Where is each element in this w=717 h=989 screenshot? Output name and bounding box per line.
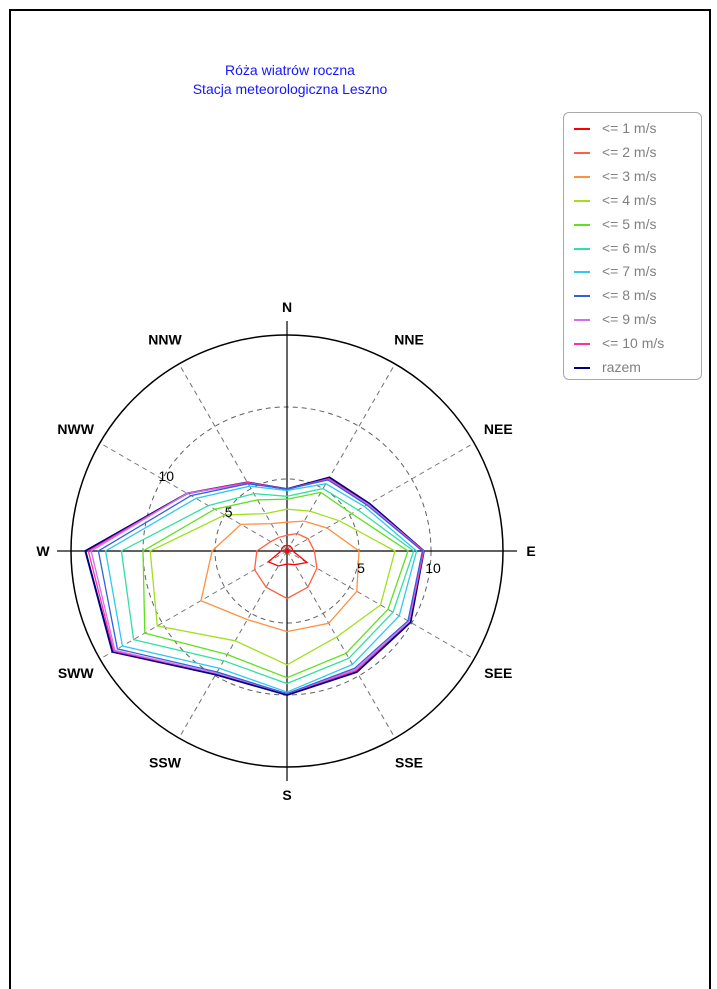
legend-item: <= 4 m/s — [564, 189, 702, 213]
legend-item: <= 8 m/s — [564, 284, 702, 308]
legend-swatch — [574, 151, 590, 154]
legend-label: <= 10 m/s — [602, 335, 665, 352]
spoke-NEE — [286, 442, 475, 552]
series-1-m-s — [267, 544, 309, 567]
direction-label-E: E — [526, 543, 535, 559]
series-layer — [84, 476, 425, 697]
center-dot — [284, 548, 290, 554]
series-9-m-s — [90, 479, 424, 695]
spoke-SWW — [99, 550, 288, 660]
direction-label-NEE: NEE — [484, 421, 513, 437]
legend-label: <= 8 m/s — [602, 287, 657, 304]
direction-label-NNW: NNW — [148, 332, 182, 348]
spoke-SSE — [286, 550, 396, 739]
chart-title: Róża wiatrów roczna Stacja meteorologicz… — [0, 61, 580, 99]
legend-item: <= 2 m/s — [564, 141, 702, 165]
chart-title-line-1: Róża wiatrów roczna — [225, 62, 355, 78]
legend-label: <= 9 m/s — [602, 311, 657, 328]
legend-item: <= 1 m/s — [564, 117, 702, 141]
legend-swatch — [574, 247, 590, 250]
legend-item: <= 7 m/s — [564, 260, 702, 284]
direction-label-NNE: NNE — [394, 332, 424, 348]
spoke-SSW — [178, 550, 288, 739]
direction-label-NWW: NWW — [57, 421, 94, 437]
spoke-NNE — [286, 363, 396, 552]
legend-label: razem — [602, 359, 641, 375]
outer-ring — [70, 334, 504, 768]
tick-label-nww-10: 10 — [159, 468, 175, 484]
series-6-m-s — [120, 487, 415, 685]
legend: <= 1 m/s <= 2 m/s <= 3 m/s <= 4 m/s <= 5 m/s… — [563, 112, 702, 380]
legend-label: <= 5 m/s — [602, 215, 657, 232]
legend-swatch — [574, 128, 590, 130]
spoke-NWW — [99, 442, 288, 552]
direction-label-SSE: SSE — [395, 754, 423, 770]
legend-item: <= 10 m/s — [564, 332, 702, 356]
legend-item: razem — [564, 356, 702, 380]
direction-label-SSW: SSW — [149, 754, 182, 770]
series-2-m-s — [253, 532, 318, 600]
direction-label-W: W — [36, 543, 50, 559]
legend-label: <= 1 m/s — [602, 120, 657, 136]
direction-label-SWW: SWW — [58, 665, 95, 681]
legend-item: <= 5 m/s — [564, 213, 702, 237]
series-3-m-s — [200, 520, 360, 633]
legend-swatch — [574, 199, 590, 202]
legend-item: <= 3 m/s — [564, 165, 702, 189]
legend-label: <= 6 m/s — [602, 239, 657, 256]
direction-label-S: S — [282, 787, 291, 803]
series-4-m-s — [149, 508, 396, 666]
tick-label-nww-5: 5 — [225, 504, 233, 520]
legend-item: <= 9 m/s — [564, 308, 702, 332]
grid-layer — [57, 321, 517, 781]
legend-label: <= 4 m/s — [602, 191, 657, 208]
legend-label: <= 3 m/s — [602, 167, 657, 184]
legend-swatch — [574, 271, 590, 274]
legend-swatch — [574, 319, 590, 322]
series-8-m-s — [97, 479, 424, 695]
legend-swatch — [574, 175, 590, 178]
tick-label-e-10: 10 — [425, 560, 441, 576]
legend-swatch — [574, 367, 590, 369]
legend-swatch — [574, 295, 590, 298]
series-7-m-s — [104, 483, 418, 693]
spoke-NNW — [178, 363, 288, 552]
chart-title-line-2: Stacja meteorologiczna Leszno — [192, 81, 388, 97]
legend-swatch — [574, 223, 590, 226]
legend-item: <= 6 m/s — [564, 237, 702, 261]
direction-label-N: N — [282, 299, 292, 315]
legend-label: <= 7 m/s — [602, 263, 657, 280]
legend-swatch — [574, 343, 590, 346]
direction-label-SEE: SEE — [484, 665, 512, 681]
tick-label-e-5: 5 — [357, 560, 365, 576]
series-5-m-s — [142, 491, 409, 679]
label-layer: N NNE NEE E SEE SSE S SSW SWW W NWW NNW 5 5 10 10 — [36, 299, 535, 803]
legend-label: <= 2 m/s — [602, 143, 657, 160]
